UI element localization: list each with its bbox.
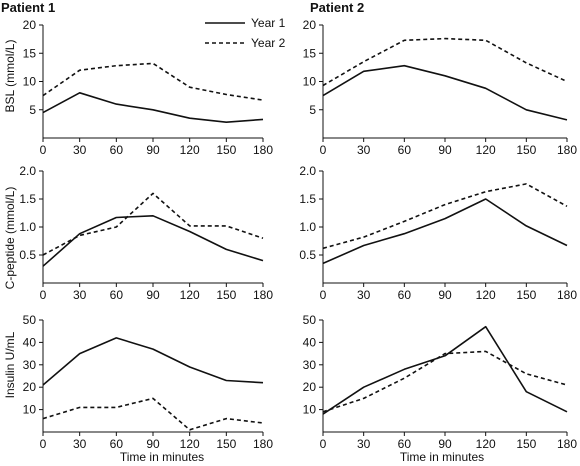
ylabel-c-peptide: C-peptide (mmol/L) bbox=[3, 187, 17, 290]
patient-2-insulin-ytick-label: 40 bbox=[303, 335, 317, 349]
patient-1-c-peptide-xtick-label: 90 bbox=[146, 288, 160, 302]
patient-1-c-peptide-xtick-label: 60 bbox=[110, 288, 124, 302]
patient-2-insulin-ytick-label: 10 bbox=[303, 403, 317, 417]
panel-patient-2-insulin: 0 30 60 90 120 150 180 10 20 30 40 50 bbox=[303, 313, 578, 451]
legend-label-year-2: Year 2 bbox=[251, 36, 286, 50]
panel-patient-2-c-peptide: 0 30 60 90 120 150 180 0.5 1.0 1.5 2.0 bbox=[299, 164, 577, 302]
xlabel-left: Time in minutes bbox=[120, 450, 204, 464]
patient-1-c-peptide-xtick-label: 180 bbox=[253, 288, 273, 302]
patient-2-c-peptide-xtick-label: 60 bbox=[398, 288, 412, 302]
xlabel-right: Time in minutes bbox=[400, 450, 484, 464]
panel-patient-1-c-peptide: 0 30 60 90 120 150 180 0.5 1.0 1.5 2.0 bbox=[19, 164, 273, 302]
patient-1-insulin-xtick-label: 90 bbox=[146, 437, 160, 451]
patient-2-bsl-series-year-2 bbox=[322, 37, 568, 87]
patient-1-insulin-xtick-label: 150 bbox=[216, 437, 236, 451]
patient-1-bsl-xtick-label: 180 bbox=[253, 143, 273, 157]
ylabel-insulin: Insulin U/mL bbox=[3, 331, 17, 398]
patient-1-insulin-series-year-1 bbox=[42, 337, 264, 386]
patient-2-insulin-ytick-label: 50 bbox=[303, 313, 317, 327]
patient-1-bsl-ytick-label: 20 bbox=[23, 18, 37, 32]
panel-patient-2-bsl: 0 30 60 90 120 150 180 5 10 15 20 bbox=[303, 18, 578, 157]
patient-2-c-peptide-xtick-label: 120 bbox=[476, 288, 496, 302]
patient-1-insulin-xtick-label: 60 bbox=[110, 437, 124, 451]
patient-2-insulin-ytick-label: 20 bbox=[303, 380, 317, 394]
patient-1-c-peptide-xtick-label: 150 bbox=[216, 288, 236, 302]
patient-1-bsl-xtick-label: 60 bbox=[110, 143, 124, 157]
patient-2-c-peptide-series-year-1 bbox=[322, 198, 568, 265]
patient-1-insulin-xtick-label: 0 bbox=[40, 437, 47, 451]
patient-1-title: Patient 1 bbox=[1, 0, 55, 15]
patient-1-c-peptide-ytick-label: 0.5 bbox=[19, 248, 36, 262]
patient-2-insulin-xtick-label: 150 bbox=[516, 437, 536, 451]
patient-2-bsl-xtick-label: 90 bbox=[438, 143, 452, 157]
patient-1-bsl-series-year-2 bbox=[42, 62, 264, 101]
patient-2-bsl-xtick-label: 60 bbox=[398, 143, 412, 157]
patient-2-insulin-xtick-label: 0 bbox=[320, 437, 327, 451]
patient-2-insulin-xtick-label: 180 bbox=[557, 437, 577, 451]
panel-patient-1-insulin: 0 30 60 90 120 150 180 10 20 30 40 50 bbox=[23, 313, 274, 451]
patient-1-bsl-series-year-1 bbox=[42, 92, 264, 123]
patient-2-bsl-xtick-label: 30 bbox=[357, 143, 371, 157]
patient-1-c-peptide-ytick-label: 1.5 bbox=[19, 192, 36, 206]
patient-1-insulin-ytick-label: 30 bbox=[23, 358, 37, 372]
patient-1-insulin-ytick-label: 40 bbox=[23, 335, 37, 349]
patient-2-title: Patient 2 bbox=[310, 0, 364, 15]
patient-1-insulin-xtick-label: 30 bbox=[73, 437, 87, 451]
patient-1-insulin-xtick-label: 120 bbox=[180, 437, 200, 451]
patient-1-insulin-series-year-2 bbox=[42, 397, 264, 431]
patient-1-bsl-ytick-label: 15 bbox=[23, 46, 37, 60]
patient-1-bsl-xtick-label: 90 bbox=[146, 143, 160, 157]
patient-2-c-peptide-xtick-label: 0 bbox=[320, 288, 327, 302]
patient-1-insulin-ytick-label: 10 bbox=[23, 403, 37, 417]
patient-2-insulin-xtick-label: 90 bbox=[438, 437, 452, 451]
patient-1-bsl-xtick-label: 150 bbox=[216, 143, 236, 157]
patient-1-c-peptide-xtick-label: 120 bbox=[180, 288, 200, 302]
patient-1-c-peptide-ytick-label: 2.0 bbox=[19, 164, 36, 178]
patient-2-bsl-series-year-1 bbox=[322, 64, 568, 121]
patient-2-c-peptide-ytick-label: 2.0 bbox=[299, 164, 316, 178]
patient-1-bsl-ytick-label: 5 bbox=[29, 103, 36, 117]
patient-2-c-peptide-ytick-label: 1.5 bbox=[299, 192, 316, 206]
patient-2-insulin-xtick-label: 30 bbox=[357, 437, 371, 451]
patient-2-bsl-xtick-label: 180 bbox=[557, 143, 577, 157]
patient-2-c-peptide-xtick-label: 150 bbox=[516, 288, 536, 302]
patient-1-c-peptide-xtick-label: 30 bbox=[73, 288, 87, 302]
ylabel-bsl: BSL (mmol/L) bbox=[3, 40, 17, 113]
patient-1-c-peptide-ytick-label: 1.0 bbox=[19, 220, 36, 234]
patient-2-c-peptide-ytick-label: 1.0 bbox=[299, 220, 316, 234]
patient-2-bsl-ytick-label: 15 bbox=[303, 46, 317, 60]
panel-patient-1-bsl: 0 30 60 90 120 150 180 5 10 15 20 bbox=[23, 18, 274, 157]
patient-2-insulin-series-year-2 bbox=[322, 350, 568, 413]
patient-2-bsl-ytick-label: 10 bbox=[303, 75, 317, 89]
patient-2-bsl-xtick-label: 0 bbox=[320, 143, 327, 157]
patient-1-insulin-ytick-label: 20 bbox=[23, 380, 37, 394]
patient-1-c-peptide-series-year-1 bbox=[42, 215, 264, 267]
legend: Year 1 Year 2 bbox=[205, 16, 286, 50]
patient-1-insulin-ytick-label: 50 bbox=[23, 313, 37, 327]
patient-1-bsl-ytick-label: 10 bbox=[23, 75, 37, 89]
patient-2-insulin-xtick-label: 120 bbox=[476, 437, 496, 451]
patient-2-insulin-ytick-label: 30 bbox=[303, 358, 317, 372]
patient-1-c-peptide-series-year-2 bbox=[42, 192, 264, 256]
patient-2-bsl-ytick-label: 5 bbox=[309, 103, 316, 117]
patient-2-c-peptide-xtick-label: 30 bbox=[357, 288, 371, 302]
patient-2-bsl-ytick-label: 20 bbox=[303, 18, 317, 32]
patient-2-c-peptide-ytick-label: 0.5 bbox=[299, 248, 316, 262]
legend-label-year-1: Year 1 bbox=[251, 16, 286, 30]
patient-1-c-peptide-xtick-label: 0 bbox=[40, 288, 47, 302]
patient-2-insulin-series-year-1 bbox=[322, 325, 568, 415]
patient-2-c-peptide-series-year-2 bbox=[322, 183, 568, 250]
patient-1-insulin-xtick-label: 180 bbox=[253, 437, 273, 451]
patient-2-bsl-xtick-label: 120 bbox=[476, 143, 496, 157]
patient-2-c-peptide-xtick-label: 90 bbox=[438, 288, 452, 302]
patient-1-bsl-xtick-label: 120 bbox=[180, 143, 200, 157]
patient-2-c-peptide-xtick-label: 180 bbox=[557, 288, 577, 302]
patient-1-bsl-xtick-label: 30 bbox=[73, 143, 87, 157]
patient-2-insulin-xtick-label: 60 bbox=[398, 437, 412, 451]
patient-1-bsl-xtick-label: 0 bbox=[40, 143, 47, 157]
patient-2-bsl-xtick-label: 150 bbox=[516, 143, 536, 157]
